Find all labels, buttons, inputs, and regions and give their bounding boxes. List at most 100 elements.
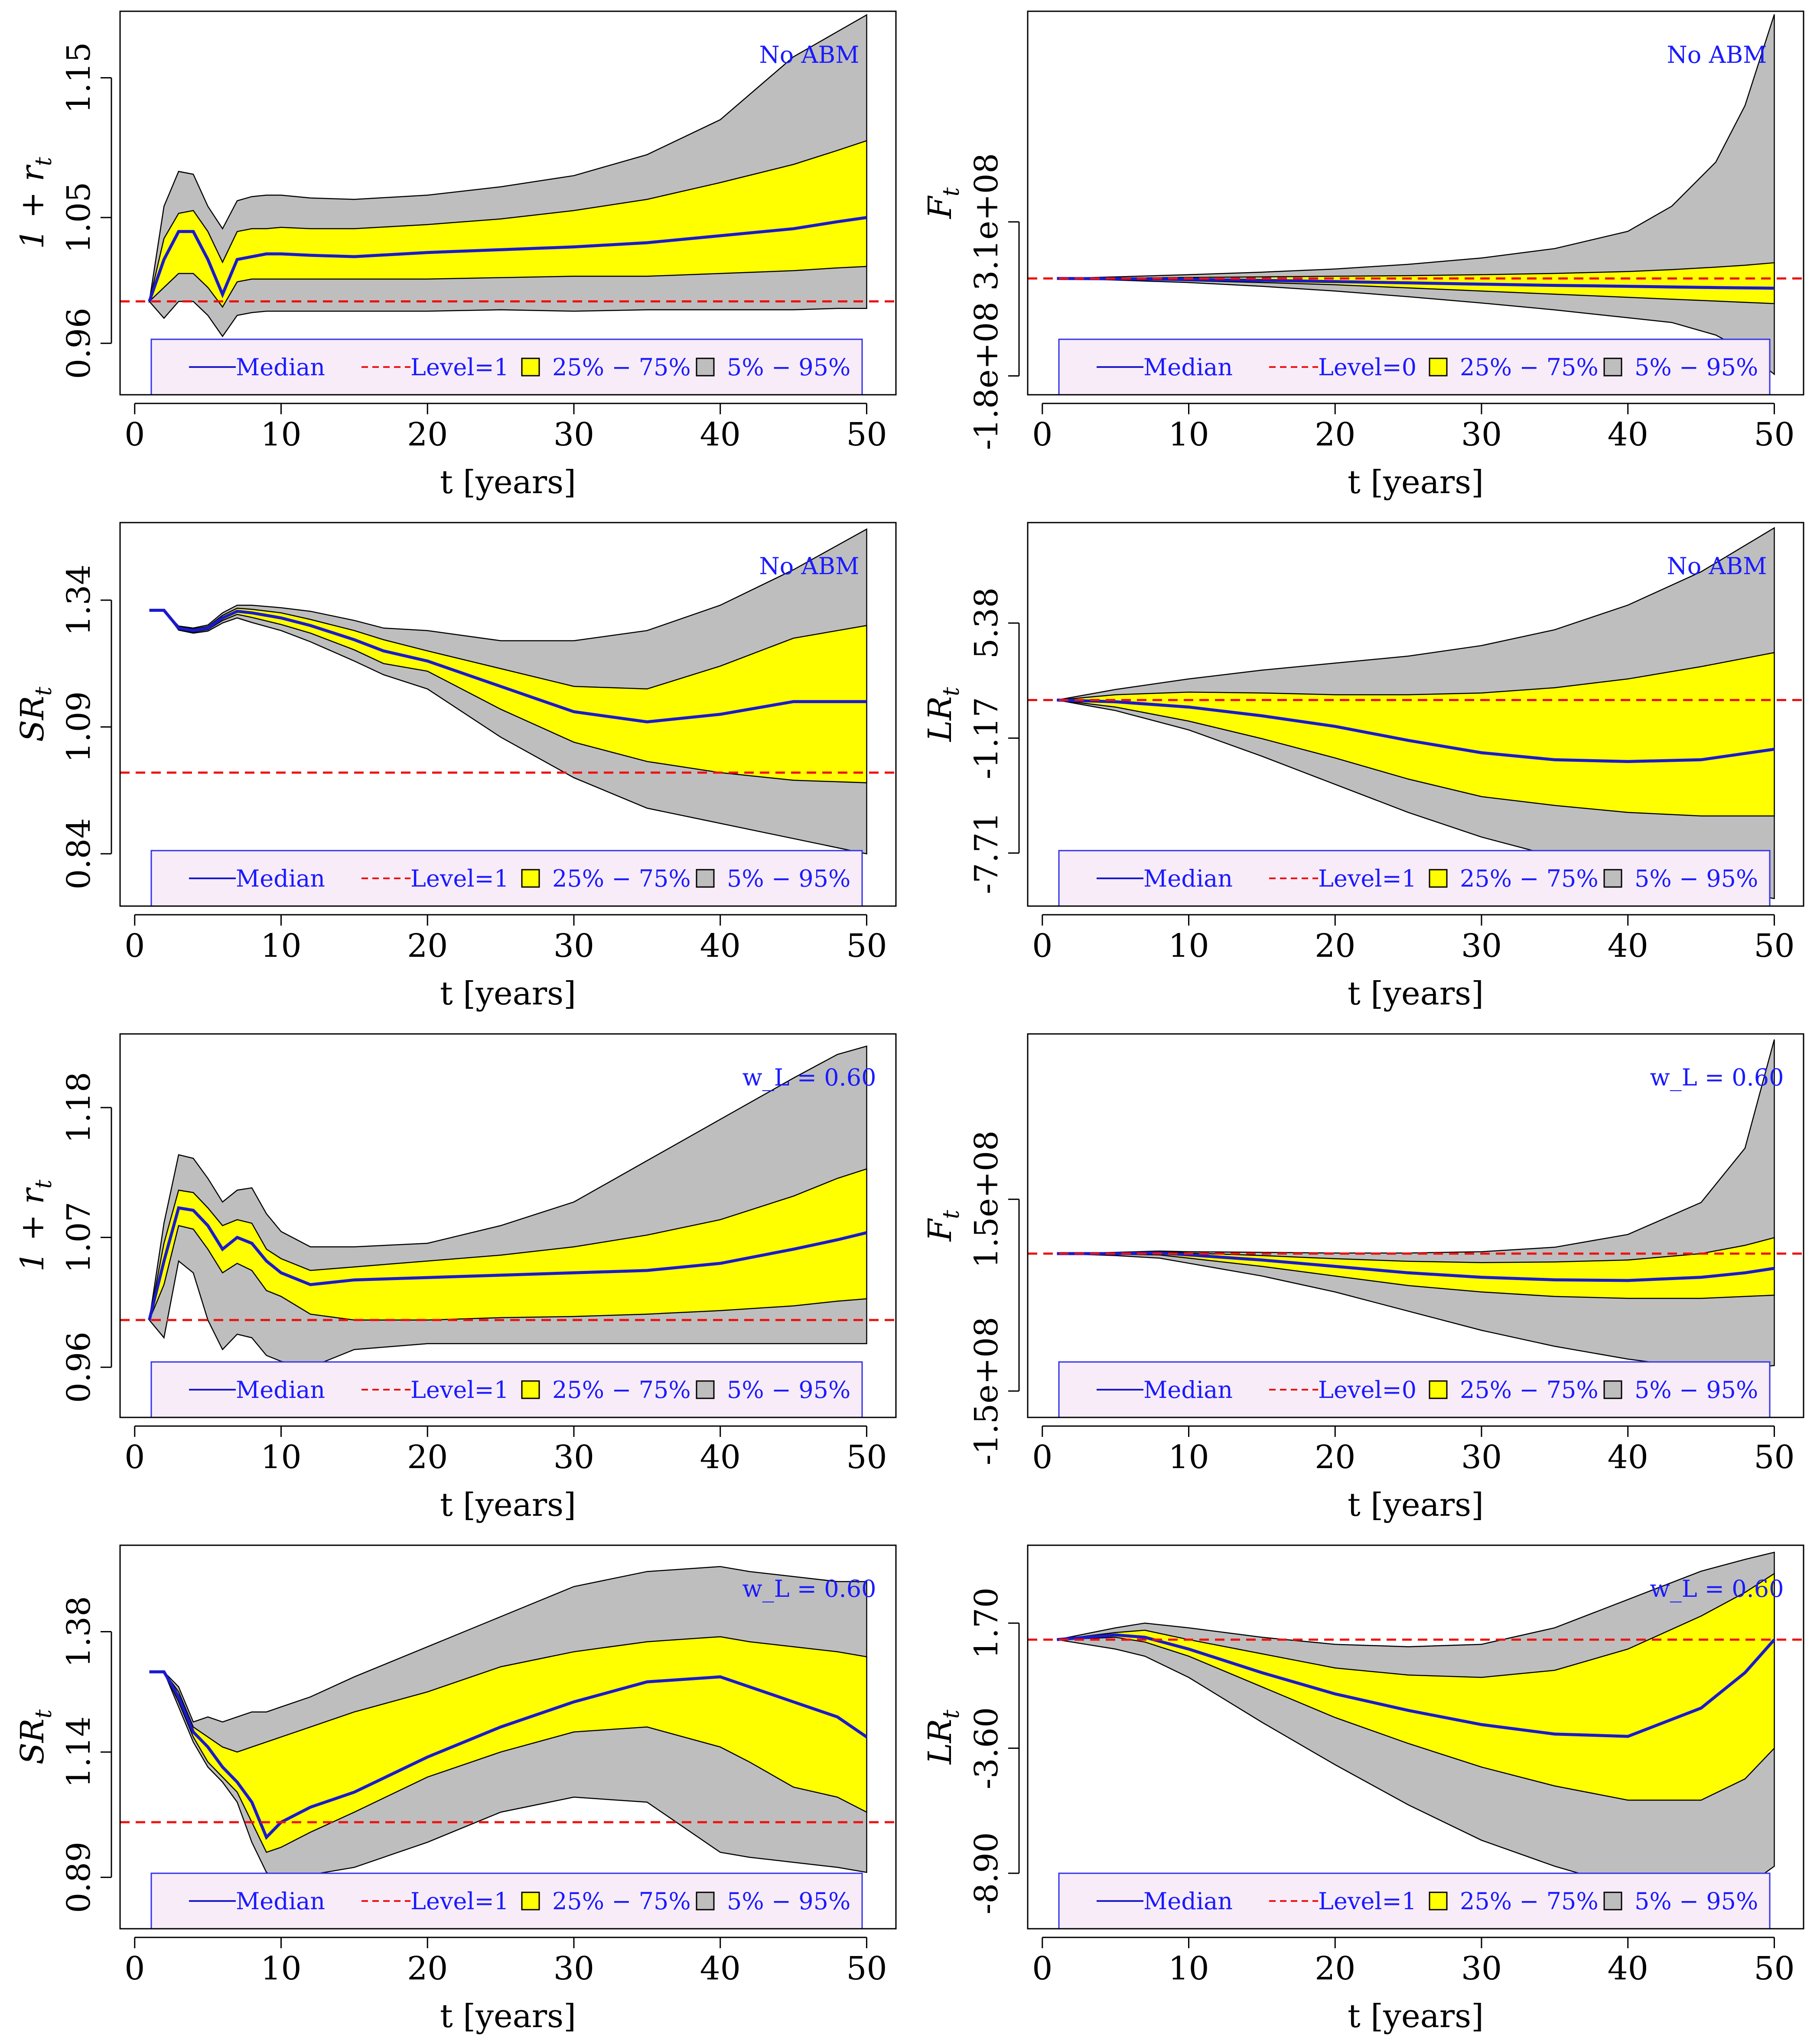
chart-panel-5: Median Level=1 25% − 75% 5% − 95% 0 10 20 30 40 5… <box>14 1033 897 1524</box>
x-tick-label: 30 <box>554 416 594 453</box>
legend-median-label: Median <box>236 1888 325 1915</box>
x-tick-label: 30 <box>554 1439 594 1476</box>
x-axis-title: t [years] <box>440 1998 576 2035</box>
plot-frame <box>1027 10 1804 396</box>
y-axis-title-sub: t <box>938 1210 964 1219</box>
legend-iqr-label: 25% − 75% <box>1460 865 1599 892</box>
x-tick-label: 40 <box>700 927 741 965</box>
y-axis-title-main: SR <box>14 696 51 742</box>
x-tick-label: 10 <box>1168 416 1209 453</box>
legend-median-label: Median <box>236 865 325 892</box>
x-tick-label: 10 <box>261 1950 301 1987</box>
y-axis-title-sub: t <box>31 1180 57 1189</box>
y-axis-title-main: SR <box>14 1719 51 1765</box>
x-tick-label: 20 <box>407 927 448 965</box>
x-tick-label: 50 <box>846 927 887 965</box>
chart-panel-6: Median Level=0 25% − 75% 5% − 95% 0 10 20 30 40 5… <box>922 1033 1804 1524</box>
legend-p90-label: 5% − 95% <box>1635 1888 1758 1915</box>
legend: Median Level=1 25% − 75% 5% − 95% <box>1058 1872 1771 1930</box>
legend: Median Level=1 25% − 75% 5% − 95% <box>150 1872 863 1930</box>
plot-frame <box>119 1544 897 1930</box>
x-tick-label: 20 <box>1315 1950 1355 1987</box>
legend-box <box>150 338 863 396</box>
y-tick-label: 0.84 <box>60 818 98 890</box>
median-line <box>1057 699 1775 763</box>
legend-box <box>1058 850 1771 907</box>
y-tick-label: 1.38 <box>60 1596 98 1667</box>
x-axis-title: t [years] <box>1348 1486 1484 1524</box>
x-tick-label: 0 <box>1032 416 1052 453</box>
x-tick-label: 10 <box>1168 1950 1209 1987</box>
y-axis-title: Ft <box>922 1210 964 1242</box>
y-axis-title-main: LR <box>922 696 959 743</box>
legend-p90-label: 5% − 95% <box>1635 354 1758 381</box>
x-tick-label: 50 <box>1754 927 1794 965</box>
x-tick-label: 50 <box>846 1439 887 1476</box>
legend-level-label: Level=1 <box>410 354 509 381</box>
panel-annotation: w_L = 0.60 <box>1650 1064 1784 1091</box>
median-line <box>1057 1633 1776 1738</box>
y-axis-title: Ft <box>922 187 964 219</box>
y-axis-title-sub: t <box>938 687 964 696</box>
y-axis-title-sub: t <box>31 687 57 696</box>
y-axis-title-sub: t <box>31 1709 57 1719</box>
legend-p90-label: 5% − 95% <box>727 865 850 892</box>
chart-panel-2: Median Level=0 25% − 75% 5% − 95% 0 10 20 30 40 5… <box>922 10 1804 501</box>
x-tick-label: 0 <box>1032 927 1052 965</box>
legend-median-label: Median <box>1143 354 1233 381</box>
legend-median-label: Median <box>236 354 325 381</box>
legend-iqr-label: 25% − 75% <box>1460 1888 1599 1915</box>
legend-level-label: Level=1 <box>410 1888 509 1915</box>
y-axis-title: LRt <box>922 687 964 743</box>
legend-p90-swatch <box>1603 357 1622 377</box>
legend-p90-swatch <box>1603 869 1622 888</box>
y-axis-title: 1 + rt <box>14 1180 57 1272</box>
chart-panel-3: Median Level=1 25% − 75% 5% − 95% 0 10 20 30 40 5… <box>14 522 897 1012</box>
y-tick-label: 0.89 <box>60 1842 98 1913</box>
legend-p90-swatch <box>1603 1891 1622 1911</box>
x-tick-label: 30 <box>1461 1439 1502 1476</box>
y-tick-label: 1.70 <box>968 1587 1005 1659</box>
y-tick-label: 1.07 <box>60 1202 98 1273</box>
panel-annotation: No ABM <box>1667 552 1767 580</box>
legend: Median Level=1 25% − 75% 5% − 95% <box>150 1361 863 1418</box>
median-line <box>148 1206 867 1321</box>
plot-frame <box>119 10 897 396</box>
y-axis-title: SRt <box>14 687 57 742</box>
legend-iqr-label: 25% − 75% <box>552 1376 691 1404</box>
x-tick-label: 20 <box>407 1950 448 1987</box>
plot-frame <box>1027 1544 1804 1930</box>
legend-iqr-label: 25% − 75% <box>1460 354 1599 381</box>
x-tick-label: 10 <box>261 1439 301 1476</box>
band-25-75 <box>1057 1573 1775 1801</box>
legend-iqr-swatch <box>521 357 540 377</box>
y-axis-title-main: LR <box>922 1719 959 1765</box>
legend-level-label: Level=0 <box>1318 354 1416 381</box>
y-tick-label: 1.05 <box>60 182 98 253</box>
legend-level-label: Level=1 <box>410 865 509 892</box>
legend: Median Level=1 25% − 75% 5% − 95% <box>1058 850 1771 907</box>
legend-median-label: Median <box>236 1376 325 1404</box>
legend-iqr-label: 25% − 75% <box>1460 1376 1599 1404</box>
legend-p90-swatch <box>696 1891 715 1911</box>
x-tick-label: 40 <box>1608 927 1648 965</box>
x-tick-label: 40 <box>1608 416 1648 453</box>
legend-iqr-swatch <box>521 1891 540 1911</box>
y-tick-label: -3.60 <box>968 1707 1005 1789</box>
x-tick-label: 10 <box>261 416 301 453</box>
x-axis-title: t [years] <box>1348 464 1484 501</box>
legend-box <box>150 1872 863 1930</box>
legend: Median Level=0 25% − 75% 5% − 95% <box>1058 338 1771 396</box>
legend-level-label: Level=0 <box>1318 1376 1416 1404</box>
band-25-75 <box>1057 1237 1775 1299</box>
panel-annotation: No ABM <box>759 41 860 68</box>
x-tick-label: 50 <box>846 416 887 453</box>
chart-panel-7: Median Level=1 25% − 75% 5% − 95% 0 10 20 30 40 5… <box>14 1544 897 2035</box>
x-tick-label: 50 <box>1754 1950 1794 1987</box>
legend-box <box>150 1361 863 1418</box>
legend-p90-label: 5% − 95% <box>1635 865 1758 892</box>
y-tick-label: 1.5e+08 <box>968 1131 1005 1268</box>
legend-p90-label: 5% − 95% <box>727 354 850 381</box>
x-tick-label: 30 <box>1461 1950 1502 1987</box>
